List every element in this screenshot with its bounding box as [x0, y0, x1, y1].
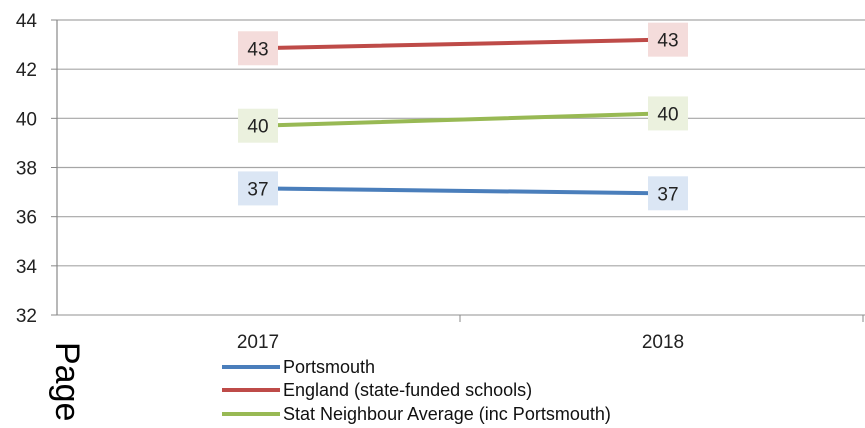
data-label-box	[648, 22, 688, 57]
series-line-2	[256, 111, 665, 128]
data-label: 37	[247, 179, 268, 200]
y-tick-label: 44	[16, 11, 38, 32]
series-line-1	[256, 37, 665, 51]
data-label-box	[648, 96, 688, 131]
page-footer-text: Page	[48, 342, 86, 421]
y-tick-label: 42	[16, 60, 37, 81]
grid-lines	[57, 19, 865, 316]
legend-label: England (state-funded schools)	[283, 380, 532, 400]
y-tick-labels: 32 34 36 38 40 42 44	[16, 11, 38, 327]
legend-label: Stat Neighbour Average (inc Portsmouth)	[283, 404, 611, 424]
data-label: 40	[657, 104, 678, 125]
legend-label: Portsmouth	[283, 357, 375, 377]
y-tick-label: 40	[16, 109, 37, 130]
data-label: 43	[657, 31, 678, 52]
data-label-box	[238, 31, 278, 66]
x-tick-label: 2018	[642, 332, 684, 353]
axes	[51, 19, 864, 322]
data-label: 40	[247, 117, 268, 138]
data-label: 37	[657, 184, 678, 205]
data-label-box	[648, 176, 688, 211]
y-tick-label: 38	[16, 159, 37, 180]
y-tick-label: 34	[16, 257, 38, 278]
series-line-0	[256, 186, 665, 196]
y-tick-label: 32	[16, 306, 37, 327]
series-lines	[256, 37, 665, 196]
data-label-box	[238, 108, 278, 143]
data-labels: 37 37 43 43 40 40	[238, 22, 688, 211]
y-tick-label: 36	[16, 208, 37, 229]
data-label-box	[238, 171, 278, 206]
x-tick-labels: 2017 2018	[237, 332, 684, 353]
data-label: 43	[247, 39, 268, 60]
legend: Portsmouth England (state-funded schools)…	[222, 357, 611, 424]
x-tick-label: 2017	[237, 332, 279, 353]
